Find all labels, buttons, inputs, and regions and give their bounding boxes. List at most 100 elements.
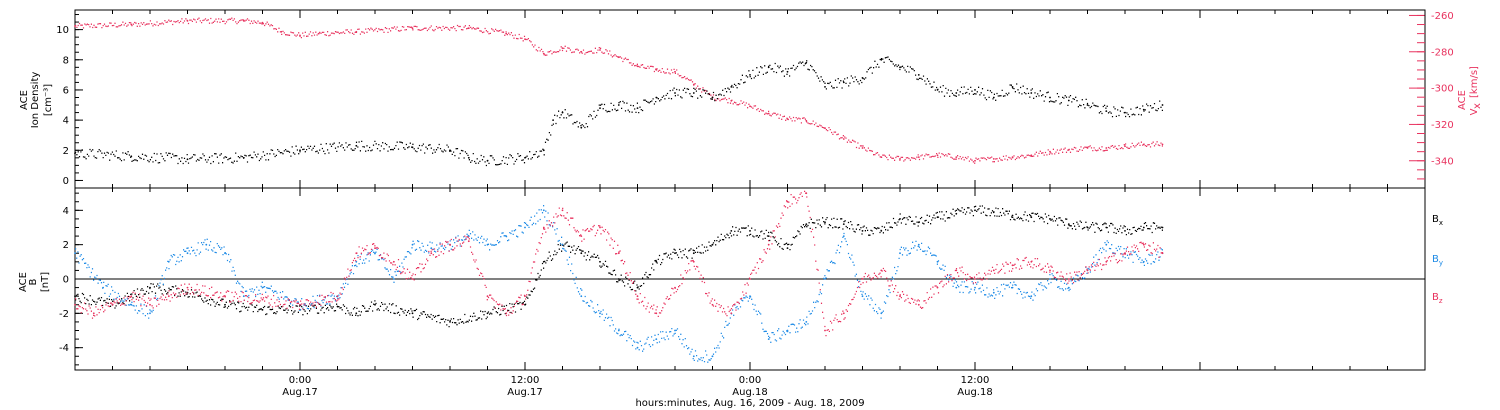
data-point — [617, 252, 620, 255]
data-point — [842, 223, 845, 226]
data-point — [280, 30, 283, 33]
data-point — [692, 260, 695, 263]
data-point — [74, 25, 76, 28]
data-point — [599, 107, 601, 109]
x-tick-time: 12:00 — [961, 375, 990, 386]
y-tick-label: 0 — [63, 275, 69, 286]
data-point — [355, 260, 358, 263]
series-Bz — [74, 190, 1164, 337]
data-point — [1142, 108, 1145, 111]
y-tick-label: 0 — [63, 176, 69, 187]
series-Bx — [74, 205, 1164, 328]
data-point — [1086, 104, 1089, 106]
x-tick-date: Aug.17 — [282, 387, 317, 398]
data-point — [552, 119, 554, 121]
data-point — [1142, 243, 1145, 246]
data-point — [674, 286, 676, 289]
data-point — [167, 295, 170, 298]
data-point — [130, 155, 133, 158]
data-point — [786, 118, 789, 120]
data-point — [1030, 154, 1033, 157]
top-panel-series — [74, 17, 1164, 167]
data-point — [1161, 226, 1164, 229]
data-point — [749, 105, 751, 108]
data-point — [674, 70, 676, 73]
data-point — [561, 243, 564, 246]
data-point — [355, 144, 358, 147]
data-point — [749, 230, 751, 232]
data-point — [111, 303, 114, 306]
data-point — [655, 338, 658, 340]
data-point — [1142, 143, 1145, 146]
data-point — [655, 312, 658, 315]
data-point — [1049, 96, 1051, 99]
data-point — [730, 312, 733, 315]
legend-by: By — [1432, 254, 1443, 267]
data-point — [955, 156, 958, 159]
data-point — [899, 218, 901, 220]
data-point — [299, 34, 301, 37]
data-point — [692, 252, 695, 255]
y-tick-label: -320 — [1431, 120, 1454, 131]
data-point — [767, 112, 770, 115]
data-point — [899, 295, 901, 298]
data-point — [486, 159, 489, 162]
data-point — [749, 74, 751, 76]
data-point — [786, 329, 789, 332]
top-right-ylabel: ACE V x [km/s] — [1457, 66, 1483, 115]
series-points — [75, 56, 1163, 167]
data-point — [317, 32, 320, 35]
data-point — [524, 295, 526, 298]
data-point — [974, 286, 976, 289]
data-point — [374, 247, 376, 250]
data-point — [355, 252, 358, 255]
y-tick-label: -300 — [1431, 84, 1454, 95]
data-point — [542, 226, 545, 229]
data-point — [392, 260, 395, 263]
data-point — [730, 99, 733, 102]
data-point — [411, 243, 414, 246]
data-point — [486, 243, 489, 246]
data-point — [674, 252, 676, 255]
data-point — [74, 295, 76, 298]
data-point — [674, 329, 676, 332]
data-point — [992, 158, 995, 160]
data-point — [1124, 252, 1126, 255]
data-point — [449, 149, 451, 152]
data-point — [486, 312, 489, 315]
data-point — [861, 278, 864, 280]
data-point — [730, 230, 733, 232]
x-tick-time: 12:00 — [511, 375, 540, 386]
data-point — [936, 286, 939, 289]
top-left-ylabel: ACE Ion Density [cm⁻³] — [19, 72, 54, 129]
data-point — [224, 295, 226, 298]
legend-bx: Bx — [1432, 214, 1443, 227]
data-point — [505, 235, 508, 238]
data-point — [1086, 226, 1089, 229]
data-point — [1067, 223, 1070, 226]
data-point — [205, 243, 208, 246]
data-point — [917, 221, 920, 224]
data-point — [1086, 147, 1089, 149]
data-point — [411, 278, 414, 280]
data-point — [1067, 278, 1070, 280]
data-point — [1067, 149, 1070, 151]
data-point — [936, 260, 939, 263]
data-point — [617, 56, 620, 59]
series-points — [75, 17, 1163, 164]
data-point — [242, 20, 245, 22]
data-point — [505, 312, 508, 315]
data-point — [149, 303, 151, 306]
data-point — [467, 235, 470, 238]
series-points — [75, 205, 1163, 328]
y-tick-label: 2 — [63, 146, 69, 157]
data-point — [786, 200, 789, 203]
data-point — [899, 158, 901, 160]
data-point — [224, 303, 226, 306]
data-point — [917, 243, 920, 246]
top-right-ylabel-line1: ACE — [1457, 90, 1468, 110]
data-point — [411, 312, 414, 315]
data-point — [617, 278, 620, 280]
data-point — [805, 119, 808, 122]
data-point — [805, 61, 808, 64]
